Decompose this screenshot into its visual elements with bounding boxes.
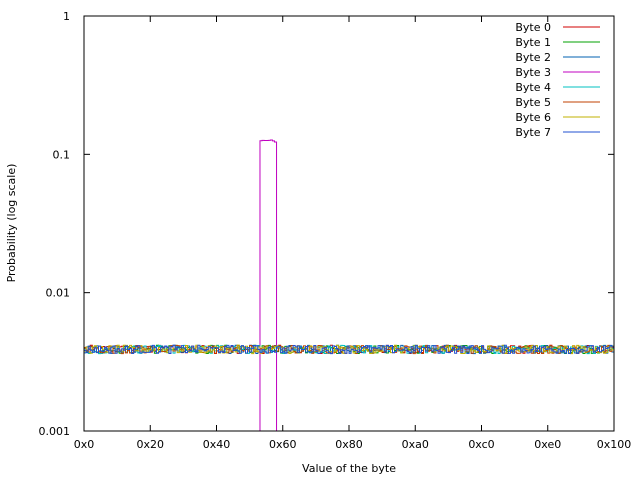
legend-label: Byte 2 — [515, 51, 551, 64]
x-tick-label: 0xc0 — [468, 438, 494, 451]
x-tick-label: 0xe0 — [534, 438, 561, 451]
series-line-byte-7 — [84, 344, 614, 355]
y-axis-label: Probability (log scale) — [5, 164, 18, 283]
x-axis-label: Value of the byte — [302, 462, 396, 475]
y-tick-label: 0.1 — [53, 148, 71, 161]
legend-label: Byte 0 — [515, 21, 551, 34]
legend-label: Byte 3 — [515, 66, 551, 79]
series-layer — [84, 139, 614, 431]
x-tick-label: 0x20 — [136, 438, 164, 451]
series-line-byte-3 — [259, 139, 278, 431]
y-tick-label: 0.001 — [39, 425, 71, 438]
legend-label: Byte 7 — [515, 126, 551, 139]
x-tick-label: 0x80 — [335, 438, 363, 451]
legend-label: Byte 5 — [515, 96, 551, 109]
x-tick-label: 0xa0 — [402, 438, 429, 451]
legend-label: Byte 1 — [515, 36, 551, 49]
legend-label: Byte 4 — [515, 81, 551, 94]
axis-layer: 0x0 0x20 0x40 0x60 0x80 0xa0 0xc0 0xe0 0x100 1 0.1… — [39, 10, 632, 451]
legend: Byte 0 Byte 1 Byte 2 Byte 3 Byte 4 Byte 5 Byte… — [515, 21, 600, 139]
x-tick-label: 0x40 — [203, 438, 231, 451]
x-tick-label: 0x0 — [74, 438, 95, 451]
legend-label: Byte 6 — [515, 111, 551, 124]
y-tick-label: 1 — [63, 10, 70, 23]
x-tick-label: 0x60 — [269, 438, 297, 451]
x-tick-label: 0x100 — [597, 438, 632, 451]
y-tick-label: 0.01 — [46, 287, 71, 300]
